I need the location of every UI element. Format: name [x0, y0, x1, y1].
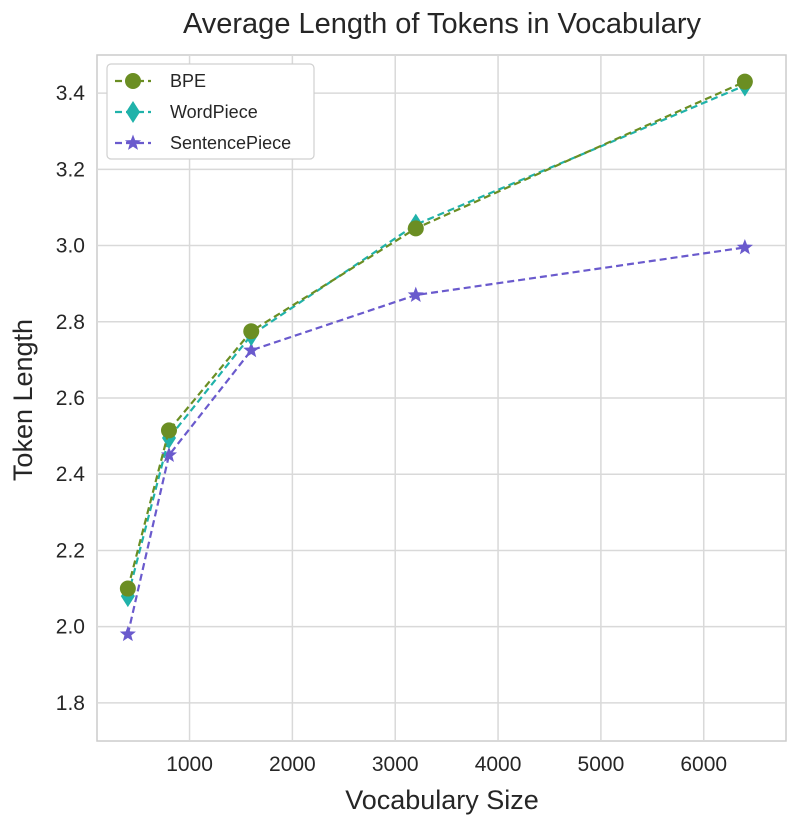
y-tick-label: 3.0	[56, 235, 85, 258]
data-point-marker	[243, 323, 260, 340]
legend-label: WordPiece	[170, 102, 258, 122]
data-point-marker	[736, 73, 753, 90]
series-line	[126, 246, 746, 635]
grid-lines	[97, 55, 786, 741]
legend-marker	[125, 73, 141, 89]
legend-box	[106, 63, 315, 160]
legend-label: BPE	[170, 71, 206, 91]
y-tick-label: 3.2	[56, 158, 85, 181]
data-point-marker	[736, 238, 753, 255]
chart-title: Average Length of Tokens in Vocabulary	[183, 8, 702, 40]
x-tick-label: 2000	[269, 753, 316, 776]
x-tick-label: 5000	[578, 753, 625, 776]
x-tick-label: 3000	[372, 753, 419, 776]
x-tick-label: 4000	[475, 753, 522, 776]
data-point-marker	[407, 286, 424, 302]
data-point-marker	[160, 422, 177, 439]
data-point-marker	[119, 625, 136, 642]
legend-entry: WordPiece	[115, 101, 258, 123]
x-tick-label: 1000	[166, 753, 213, 776]
y-axis-title: Token Length	[8, 319, 38, 481]
x-axis-title: Vocabulary Size	[345, 785, 539, 815]
y-tick-label: 2.4	[56, 463, 86, 486]
data-point-marker	[119, 580, 136, 597]
legend-entry: BPE	[115, 71, 206, 91]
tick-labels: 1000 2000 3000 4000 5000 6000 1.8 2.0 2.2 2.4 2.6 2…	[56, 82, 727, 776]
x-tick-label: 6000	[680, 753, 727, 776]
plot-area: 1000 2000 3000 4000 5000 6000 1.8 2.0 2.2 2.4 2.6 2…	[56, 54, 787, 776]
legend-entry: SentencePiece	[115, 133, 291, 153]
legend: BPE WordPiece SentencePiece	[106, 63, 315, 160]
series-bpe	[119, 73, 753, 597]
legend-label: SentencePiece	[170, 133, 291, 153]
data-point-marker	[160, 446, 178, 463]
series-layer	[119, 73, 753, 642]
y-tick-label: 2.6	[56, 387, 85, 410]
y-tick-label: 1.8	[56, 692, 85, 715]
legend-marker	[124, 134, 142, 150]
y-tick-label: 2.8	[56, 311, 85, 334]
y-tick-label: 2.2	[56, 539, 85, 562]
y-tick-label: 3.4	[56, 82, 86, 105]
data-point-marker	[243, 341, 260, 358]
data-point-marker	[407, 220, 424, 237]
series-sentencepiece	[119, 238, 753, 642]
legend-marker	[126, 101, 140, 123]
y-tick-label: 2.0	[56, 616, 85, 639]
